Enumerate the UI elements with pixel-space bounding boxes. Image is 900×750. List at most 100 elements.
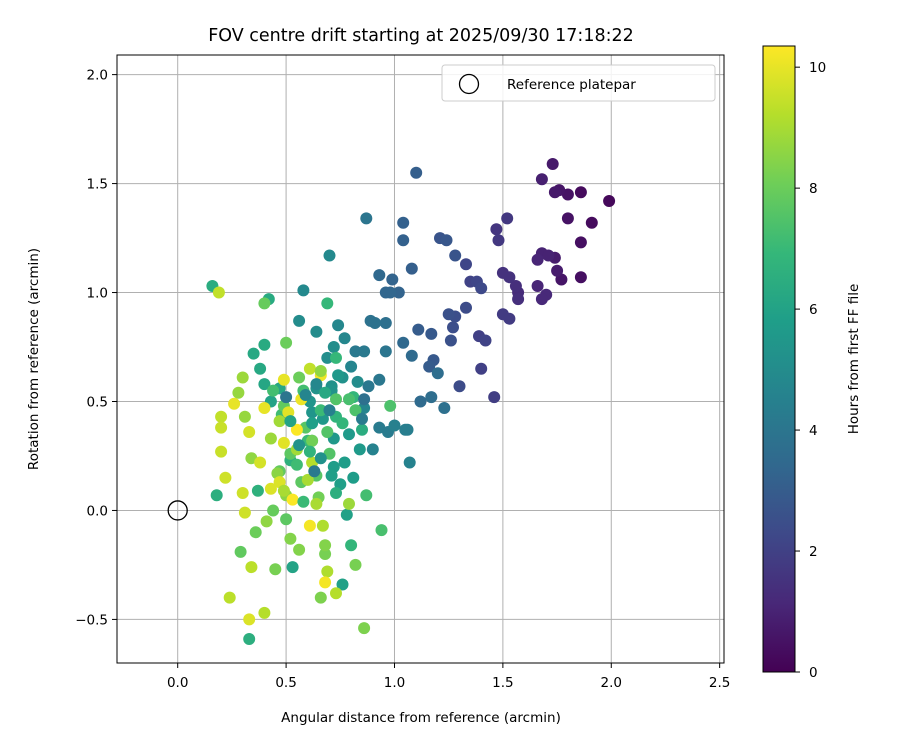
scatter-point bbox=[336, 578, 349, 591]
y-tick-label: 0.0 bbox=[87, 503, 108, 519]
scatter-point bbox=[290, 423, 303, 436]
colorbar-tick-label: 10 bbox=[809, 60, 826, 76]
scatter-point bbox=[414, 395, 427, 408]
scatter-point bbox=[238, 506, 251, 519]
scatter-point bbox=[336, 417, 349, 430]
scatter-point bbox=[603, 195, 616, 207]
scatter-point bbox=[293, 439, 306, 452]
x-tick-label: 1.5 bbox=[492, 675, 513, 691]
y-tick-label: −0.5 bbox=[75, 612, 108, 628]
scatter-point bbox=[303, 445, 316, 458]
reference-platepar-marker bbox=[167, 500, 188, 521]
y-axis-ticks: −0.5 0.0 0.5 1.0 1.5 2.0 bbox=[75, 68, 117, 628]
scatter-point bbox=[258, 606, 271, 619]
legend: Reference platepar bbox=[441, 64, 716, 102]
scatter-point bbox=[548, 186, 561, 199]
scatter-point bbox=[343, 497, 355, 510]
x-tick-label: 2.0 bbox=[601, 675, 622, 691]
scatter-point bbox=[232, 386, 245, 399]
scatter-point bbox=[431, 367, 444, 380]
y-tick-label: 1.5 bbox=[87, 177, 108, 193]
scatter-point bbox=[503, 312, 516, 325]
scatter-point bbox=[460, 301, 472, 314]
scatter-point bbox=[286, 561, 299, 574]
scatter-point bbox=[397, 234, 410, 247]
scatter-point bbox=[215, 421, 228, 434]
scatter-point bbox=[347, 471, 360, 484]
scatter-point bbox=[388, 419, 401, 432]
scatter-point bbox=[585, 216, 598, 229]
y-tick-label: 2.0 bbox=[87, 68, 108, 84]
scatter-point bbox=[297, 284, 310, 297]
x-tick-label: 1.0 bbox=[384, 675, 405, 691]
scatter-point bbox=[475, 282, 488, 295]
scatter-point bbox=[412, 323, 425, 336]
scatter-point bbox=[574, 271, 587, 284]
scatter-point bbox=[212, 286, 225, 299]
scatter-point bbox=[332, 369, 345, 382]
scatter-point bbox=[323, 404, 336, 417]
scatter-point bbox=[444, 334, 457, 347]
scatter-point bbox=[321, 565, 334, 578]
colorbar-tick-label: 4 bbox=[809, 423, 818, 439]
scatter-point bbox=[273, 415, 286, 428]
scatter-point bbox=[425, 327, 438, 340]
scatter-point bbox=[330, 487, 342, 499]
x-tick-label: 0.5 bbox=[275, 675, 296, 691]
scatter-point bbox=[293, 371, 306, 384]
scatter-point bbox=[215, 445, 228, 458]
legend-marker-reference-platepar bbox=[458, 73, 480, 95]
scatter-point bbox=[551, 264, 564, 277]
scatter-point bbox=[284, 532, 297, 545]
scatter-point bbox=[531, 280, 544, 292]
scatter-point bbox=[310, 325, 323, 338]
scatter-point bbox=[310, 497, 323, 510]
scatter-point bbox=[364, 314, 377, 327]
scatter-point bbox=[438, 402, 451, 414]
scatter-point bbox=[460, 258, 472, 271]
scatter-point bbox=[277, 436, 290, 449]
scatter-point bbox=[574, 236, 587, 249]
scatter-point bbox=[258, 378, 271, 391]
scatter-point bbox=[535, 293, 548, 306]
scatter-point bbox=[319, 576, 332, 589]
scatter-point bbox=[509, 280, 522, 292]
scatter-point bbox=[314, 591, 327, 604]
scatter-point bbox=[345, 539, 358, 552]
scatter-point bbox=[542, 249, 555, 262]
scatter-point bbox=[321, 297, 334, 310]
scatter-point bbox=[219, 471, 232, 484]
colorbar-label: Hours from first FF file bbox=[846, 284, 862, 435]
scatter-point bbox=[358, 393, 371, 406]
grid bbox=[117, 55, 724, 663]
colorbar: 0 2 4 6 8 10 Hours from first FF file bbox=[762, 45, 862, 681]
plot-frame bbox=[116, 54, 725, 664]
scatter-point bbox=[314, 452, 327, 465]
scatter-point bbox=[228, 397, 241, 410]
scatter-point bbox=[362, 380, 375, 393]
scatter-point bbox=[373, 269, 386, 282]
scatter-point bbox=[330, 351, 342, 364]
scatter-point bbox=[258, 338, 271, 351]
scatter-point bbox=[215, 410, 228, 423]
colorbar-tick-label: 8 bbox=[809, 181, 818, 197]
scatter-point bbox=[303, 362, 316, 375]
scatter-point bbox=[405, 349, 418, 362]
x-tick-label: 2.5 bbox=[709, 675, 730, 691]
scatter-point bbox=[442, 308, 455, 321]
scatter-point bbox=[267, 384, 280, 397]
scatter-point bbox=[319, 539, 332, 552]
y-tick-label: 1.0 bbox=[87, 286, 108, 302]
scatter-point bbox=[423, 360, 436, 373]
scatter-point bbox=[321, 351, 334, 364]
scatter-point bbox=[447, 321, 459, 334]
scatter-point bbox=[314, 365, 327, 377]
scatter-point bbox=[535, 173, 548, 186]
y-tick-label: 0.5 bbox=[87, 394, 108, 410]
scatter-point bbox=[384, 399, 397, 412]
scatter-point bbox=[249, 526, 262, 539]
scatter-point bbox=[397, 336, 410, 349]
scatter-point bbox=[293, 314, 306, 327]
scatter-point bbox=[223, 591, 236, 604]
scatter-point bbox=[343, 428, 355, 441]
